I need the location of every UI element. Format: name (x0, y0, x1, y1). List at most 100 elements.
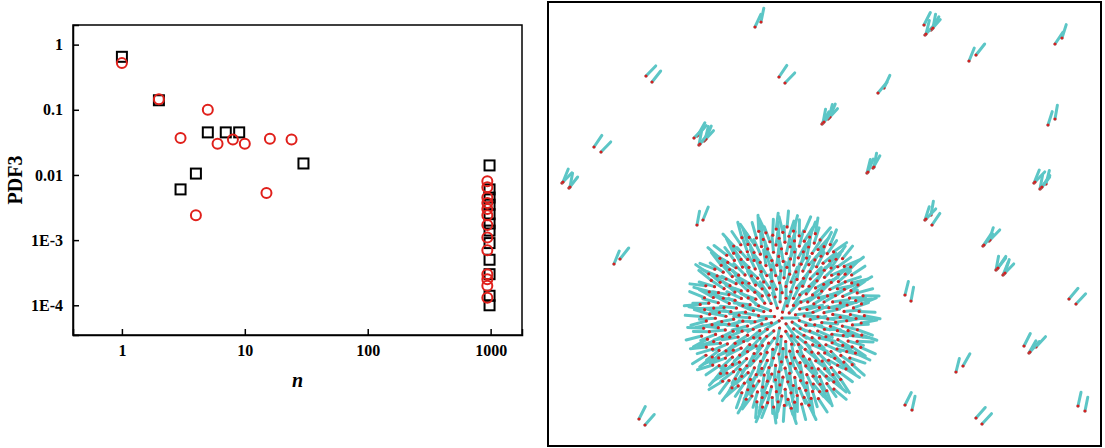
rod (594, 135, 602, 147)
rod-head (705, 345, 708, 348)
rod-head (769, 302, 772, 305)
rod-head (770, 280, 773, 283)
rod-head (827, 306, 830, 309)
rod-head (825, 382, 828, 385)
rod (804, 217, 810, 232)
rod-head (834, 294, 837, 297)
rod-head (724, 349, 727, 352)
rod (722, 388, 732, 401)
rod-head (765, 274, 768, 277)
rod-head (842, 310, 845, 313)
rod-head (804, 348, 807, 351)
rod-head (743, 273, 746, 276)
rod-head (734, 342, 737, 345)
rod-head (747, 296, 750, 299)
rod-head (768, 286, 771, 289)
rod-head (821, 359, 824, 362)
rod (795, 377, 797, 393)
rod-head (728, 284, 731, 287)
rod-head (770, 372, 773, 375)
rod-head (798, 361, 801, 364)
rod (852, 266, 865, 275)
rod (976, 407, 985, 418)
rod-head (818, 344, 821, 347)
rod-head (710, 279, 713, 282)
rod-head (793, 250, 796, 253)
rod-head (1076, 404, 1079, 407)
rod-head (744, 311, 747, 314)
rod-head (739, 368, 742, 371)
rod-head (740, 375, 743, 378)
rod-head (775, 227, 778, 230)
rod-head (748, 236, 751, 239)
rod (693, 330, 709, 333)
rod-head (805, 292, 808, 295)
rod-head (816, 329, 819, 332)
x-tick-mark (490, 329, 492, 335)
rod (857, 289, 872, 293)
rod-head (721, 380, 724, 383)
rod-head (792, 263, 795, 266)
rod-head (822, 262, 825, 265)
y-tick-label: 1 (55, 36, 63, 53)
rod (787, 291, 792, 306)
rod-head (805, 373, 808, 376)
rod (926, 20, 929, 34)
rod-head (831, 313, 834, 316)
rod-head (746, 324, 749, 327)
rod-head (712, 296, 715, 299)
rod-head (766, 328, 769, 331)
series (117, 58, 492, 303)
rod-head (1027, 351, 1030, 354)
rod-head (741, 281, 744, 284)
rod (784, 262, 785, 278)
rod (827, 391, 832, 406)
rod-head (746, 350, 749, 353)
y-tick-mark (73, 44, 79, 46)
rod-head (823, 328, 826, 331)
rod-head (774, 243, 777, 246)
rod-head (724, 364, 727, 367)
x-tick: 100 (356, 329, 380, 359)
rod-head (758, 329, 761, 332)
rod-head (830, 281, 833, 284)
rod-head (780, 247, 783, 250)
rod-head (760, 245, 763, 248)
rod-head (785, 355, 788, 358)
rod-head (799, 371, 802, 374)
rod-head (592, 145, 595, 148)
rod (858, 277, 872, 285)
rod-head (786, 225, 789, 228)
rod-head (754, 298, 757, 301)
rod-head (745, 398, 748, 401)
rod-head (805, 381, 808, 384)
rod-head (784, 285, 787, 288)
rod-head (856, 283, 859, 286)
rod-head (804, 324, 807, 327)
rod-head (815, 265, 818, 268)
rod (697, 211, 700, 225)
rod-head (931, 26, 934, 29)
rod (639, 407, 645, 419)
rod-head (804, 389, 807, 392)
rod-head (804, 341, 807, 344)
rod-head (792, 304, 795, 307)
rod (843, 246, 853, 259)
rod-head (829, 266, 832, 269)
rod-head (772, 356, 775, 359)
rod-head (740, 289, 743, 292)
rod-head (757, 314, 760, 317)
x-tick: 1 (118, 329, 126, 359)
rod (984, 234, 993, 245)
rod-head (794, 313, 797, 316)
rod-head (844, 273, 847, 276)
rod-head (729, 310, 732, 313)
rod-head (836, 287, 839, 290)
rod (1076, 294, 1086, 304)
rod-head (724, 315, 727, 318)
rod-head (852, 306, 855, 309)
rod-head (762, 310, 765, 313)
point (154, 94, 164, 104)
rod-head (765, 335, 768, 338)
rod (830, 230, 836, 245)
